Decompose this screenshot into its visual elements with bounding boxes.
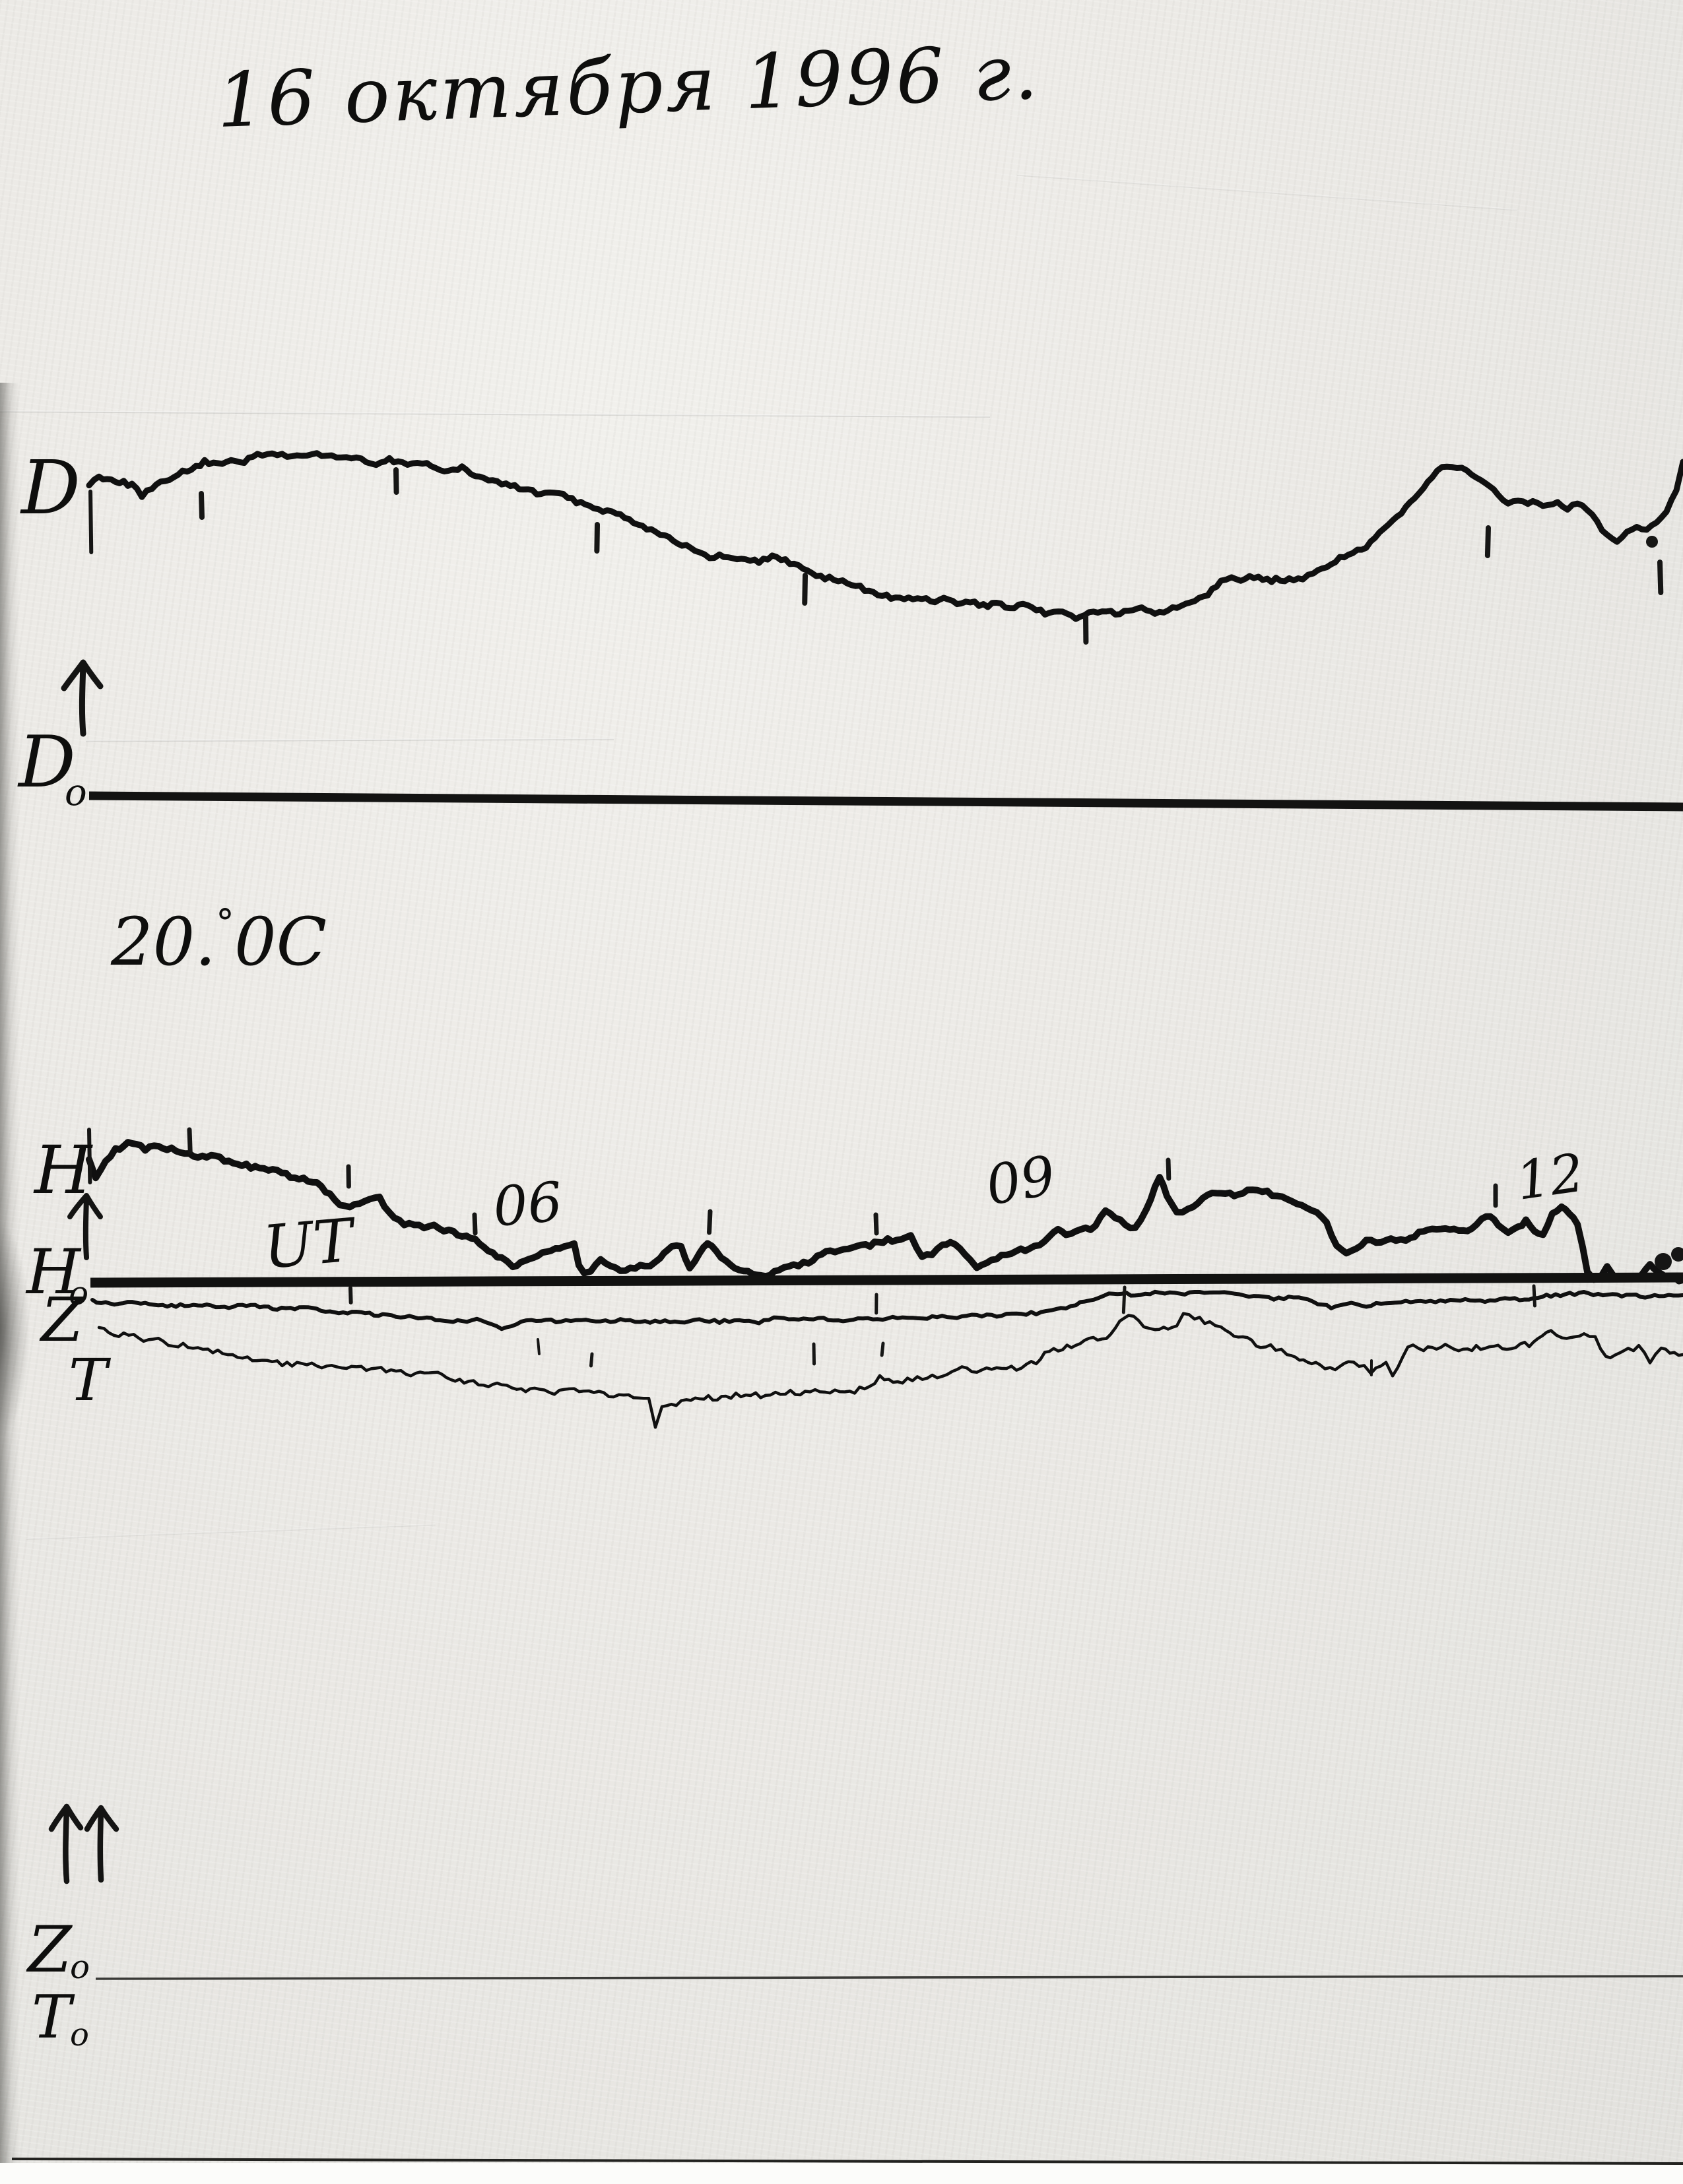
ink-dot xyxy=(1671,1247,1683,1262)
trace-layer xyxy=(86,450,1683,1429)
hour-label-09: 09 xyxy=(981,1144,1060,1218)
hour-tick xyxy=(199,491,205,520)
hour-tick xyxy=(87,1128,92,1184)
hour-tick xyxy=(1657,560,1664,595)
hour-label-12: 12 xyxy=(1513,1142,1588,1212)
time-axis-label: UT xyxy=(261,1205,360,1283)
temperature-note-main: 20. xyxy=(110,903,216,980)
hour-tick-layer xyxy=(87,467,1664,1376)
hour-tick xyxy=(537,1338,541,1355)
hour-tick xyxy=(1166,1157,1172,1181)
baseline-D0 xyxy=(88,791,1683,812)
up-arrow-icon xyxy=(67,1193,103,1260)
channel-label-z: Z xyxy=(39,1285,84,1355)
baseline-label-d0: D xyxy=(17,721,76,804)
baseline-label-z0-sub: o xyxy=(70,1948,90,1986)
baseline-Z0T0 xyxy=(95,1975,1683,1980)
temperature-note: 20.°0C xyxy=(110,902,327,980)
channel-label-d: D xyxy=(20,445,81,531)
hour-tick xyxy=(187,1127,193,1155)
up-arrow-icon xyxy=(84,1805,119,1883)
baseline-label-t0: T xyxy=(32,1983,75,2052)
trace-T xyxy=(97,1312,1683,1429)
ink-dot xyxy=(1655,1253,1672,1270)
temperature-note-rest: 0C xyxy=(234,903,327,980)
up-arrow-icon xyxy=(48,1803,84,1884)
hour-tick xyxy=(1121,1285,1127,1314)
channel-label-t: T xyxy=(69,1346,112,1414)
hour-label-06: 06 xyxy=(490,1171,564,1239)
hour-tick xyxy=(589,1352,594,1368)
baseline-label-z0: Z xyxy=(26,1913,73,1987)
trace-H xyxy=(86,1139,1683,1285)
baseline-label-t0-sub: o xyxy=(70,2016,89,2053)
baseline-label-h0: H xyxy=(25,1237,82,1308)
trace-D xyxy=(86,450,1683,622)
hour-tick xyxy=(348,1286,353,1304)
baseline-paper-edge xyxy=(11,2158,1683,2165)
date-title: 16 октября 1996 г. xyxy=(215,28,1041,145)
trace-Z xyxy=(90,1289,1683,1332)
hour-tick xyxy=(880,1341,885,1357)
baseline-label-h0-sub: o xyxy=(69,1274,88,1312)
baseline-label-d0-sub: o xyxy=(65,771,87,814)
hour-tick xyxy=(88,490,94,554)
ink-dot xyxy=(1646,536,1658,548)
baseline-H0 xyxy=(90,1272,1683,1288)
hour-tick xyxy=(393,467,399,495)
scanner-background xyxy=(0,2164,1683,2184)
up-arrow-icon xyxy=(61,659,104,737)
degree-symbol: ° xyxy=(216,902,234,945)
ink-dot-layer xyxy=(1646,536,1683,1270)
scan-edge-blotch xyxy=(0,1221,30,1438)
baseline-layer xyxy=(11,791,1683,2165)
